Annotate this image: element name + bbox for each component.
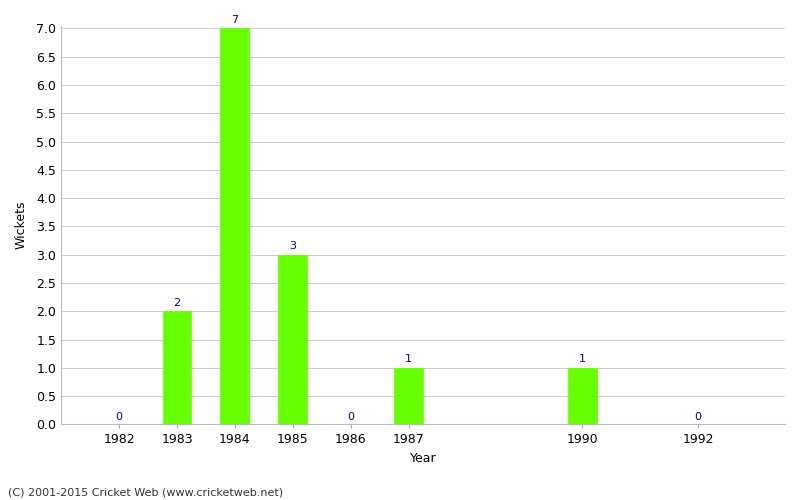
Text: 0: 0: [115, 412, 122, 422]
Text: 3: 3: [290, 242, 296, 252]
Bar: [221, 28, 250, 424]
Text: 7: 7: [231, 15, 238, 25]
X-axis label: Year: Year: [410, 452, 437, 465]
Text: 2: 2: [174, 298, 181, 308]
Bar: [278, 254, 307, 424]
Bar: [568, 368, 597, 424]
Text: 1: 1: [579, 354, 586, 364]
Text: 1: 1: [405, 354, 412, 364]
Text: 0: 0: [694, 412, 702, 422]
Text: (C) 2001-2015 Cricket Web (www.cricketweb.net): (C) 2001-2015 Cricket Web (www.cricketwe…: [8, 488, 283, 498]
Text: 0: 0: [347, 412, 354, 422]
Bar: [162, 312, 191, 424]
Bar: [394, 368, 423, 424]
Y-axis label: Wickets: Wickets: [15, 200, 28, 249]
